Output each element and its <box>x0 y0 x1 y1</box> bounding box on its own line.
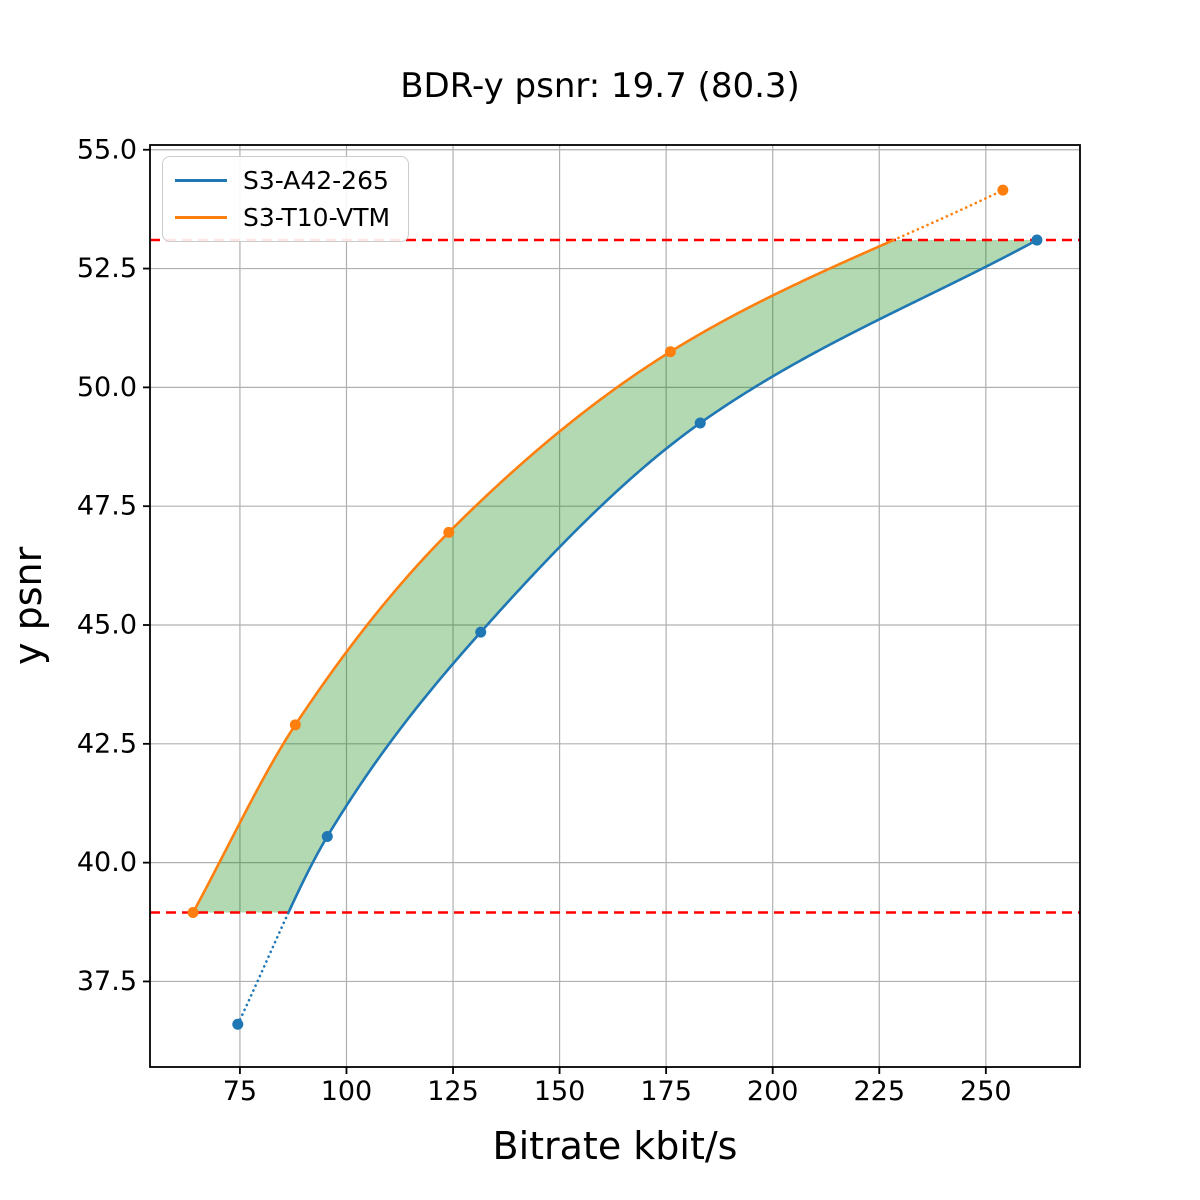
data-point-marker <box>694 417 706 429</box>
y-tick-label: 37.5 <box>77 966 137 997</box>
data-point-marker <box>289 719 301 731</box>
y-tick-label: 52.5 <box>77 253 137 284</box>
data-point-marker <box>1031 234 1043 246</box>
data-point-marker <box>321 831 333 842</box>
series-line-solid <box>191 238 895 914</box>
y-tick-label: 47.5 <box>77 491 137 522</box>
y-axis-label: y psnr <box>6 546 50 666</box>
y-tick-label: 40.0 <box>77 847 137 878</box>
y-tick-label: 50.0 <box>77 372 137 403</box>
data-point-marker <box>232 1018 244 1030</box>
legend: S3-A42-265 S3-T10-VTM <box>162 156 410 242</box>
x-tick-label: 75 <box>223 1076 257 1107</box>
y-tick-label: 45.0 <box>77 610 137 641</box>
bd-shaded-area <box>193 240 1037 913</box>
x-tick-label: 125 <box>427 1076 479 1107</box>
plot-border <box>149 144 1081 1068</box>
x-tick-label: 175 <box>640 1076 692 1107</box>
data-point-marker <box>443 526 455 538</box>
legend-item: S3-A42-265 <box>175 166 390 195</box>
x-tick-label: 100 <box>321 1076 373 1107</box>
legend-line-swatch <box>175 179 227 182</box>
y-tick-label: 42.5 <box>77 728 137 759</box>
y-tick-label: 55.0 <box>77 134 137 165</box>
x-tick-label: 150 <box>534 1076 586 1107</box>
x-tick-label: 250 <box>960 1076 1012 1107</box>
series-line-extrapolated <box>236 911 290 1026</box>
series-line-extrapolated <box>892 188 1005 242</box>
data-point-marker <box>997 184 1009 196</box>
x-axis-label: Bitrate kbit/s <box>492 1124 738 1168</box>
data-point-marker <box>664 346 676 358</box>
data-point-marker <box>187 907 199 919</box>
legend-label: S3-A42-265 <box>243 166 389 195</box>
x-tick-label: 200 <box>747 1076 799 1107</box>
legend-item: S3-T10-VTM <box>175 203 390 232</box>
chart-title: BDR-y psnr: 19.7 (80.3) <box>400 66 800 106</box>
legend-line-swatch <box>175 216 227 219</box>
x-tick-label: 225 <box>853 1076 905 1107</box>
data-point-marker <box>475 626 487 638</box>
series-line-solid <box>287 238 1038 914</box>
legend-label: S3-T10-VTM <box>243 203 391 232</box>
